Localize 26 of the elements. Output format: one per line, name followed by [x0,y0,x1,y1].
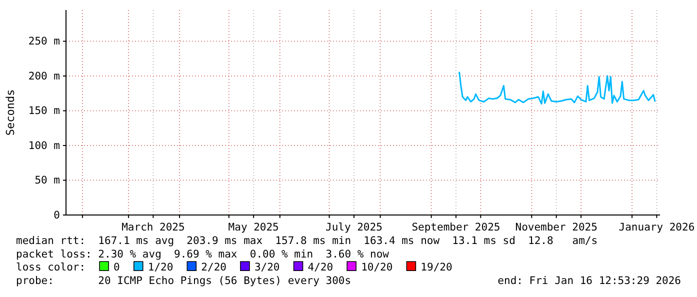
y-tick-label: 250 m [28,36,60,48]
y-tick-label: 150 m [28,105,60,118]
legend-label: 0 [114,262,120,274]
x-tick-label: January 2026 [618,221,695,234]
y-tick-label: 50 m [34,174,60,187]
x-tick-label: July 2025 [325,221,382,234]
legend-label: 4/20 [308,262,334,274]
y-tick-label: 100 m [28,140,60,152]
legend-label: 1/20 [148,262,174,274]
legend-label: 2/20 [201,262,226,274]
x-tick-label: May 2025 [228,221,279,234]
text: median rtt: 167.1 ms avg 203.9 ms max 157.8 ms min 163.4 ms now 13.1 ms sd 12.8 am/s [16,235,598,247]
y-axis-title: Seconds [4,89,17,136]
line-series [458,71,656,105]
y-tick-label: 200 m [28,70,60,82]
text: end: Fri Jan 16 12:53:29 2026 [498,274,681,287]
legend-title: loss color: [16,262,86,274]
x-tick-label: September 2025 [412,221,500,234]
x-tick-label: March 2025 [122,221,185,234]
legend-label: 3/20 [254,262,280,274]
y-tick-label: 0 [54,209,60,222]
text: packet loss: 2.30 % avg 9.69 % max 0.00 % min 3.60 % now [16,248,390,260]
legend-label: 19/20 [420,262,452,274]
text: probe: 20 ICMP Echo Pings (56 Bytes) every 300s [16,274,352,287]
legend-label: 10/20 [361,262,393,274]
x-tick-label: November 2025 [515,221,598,234]
